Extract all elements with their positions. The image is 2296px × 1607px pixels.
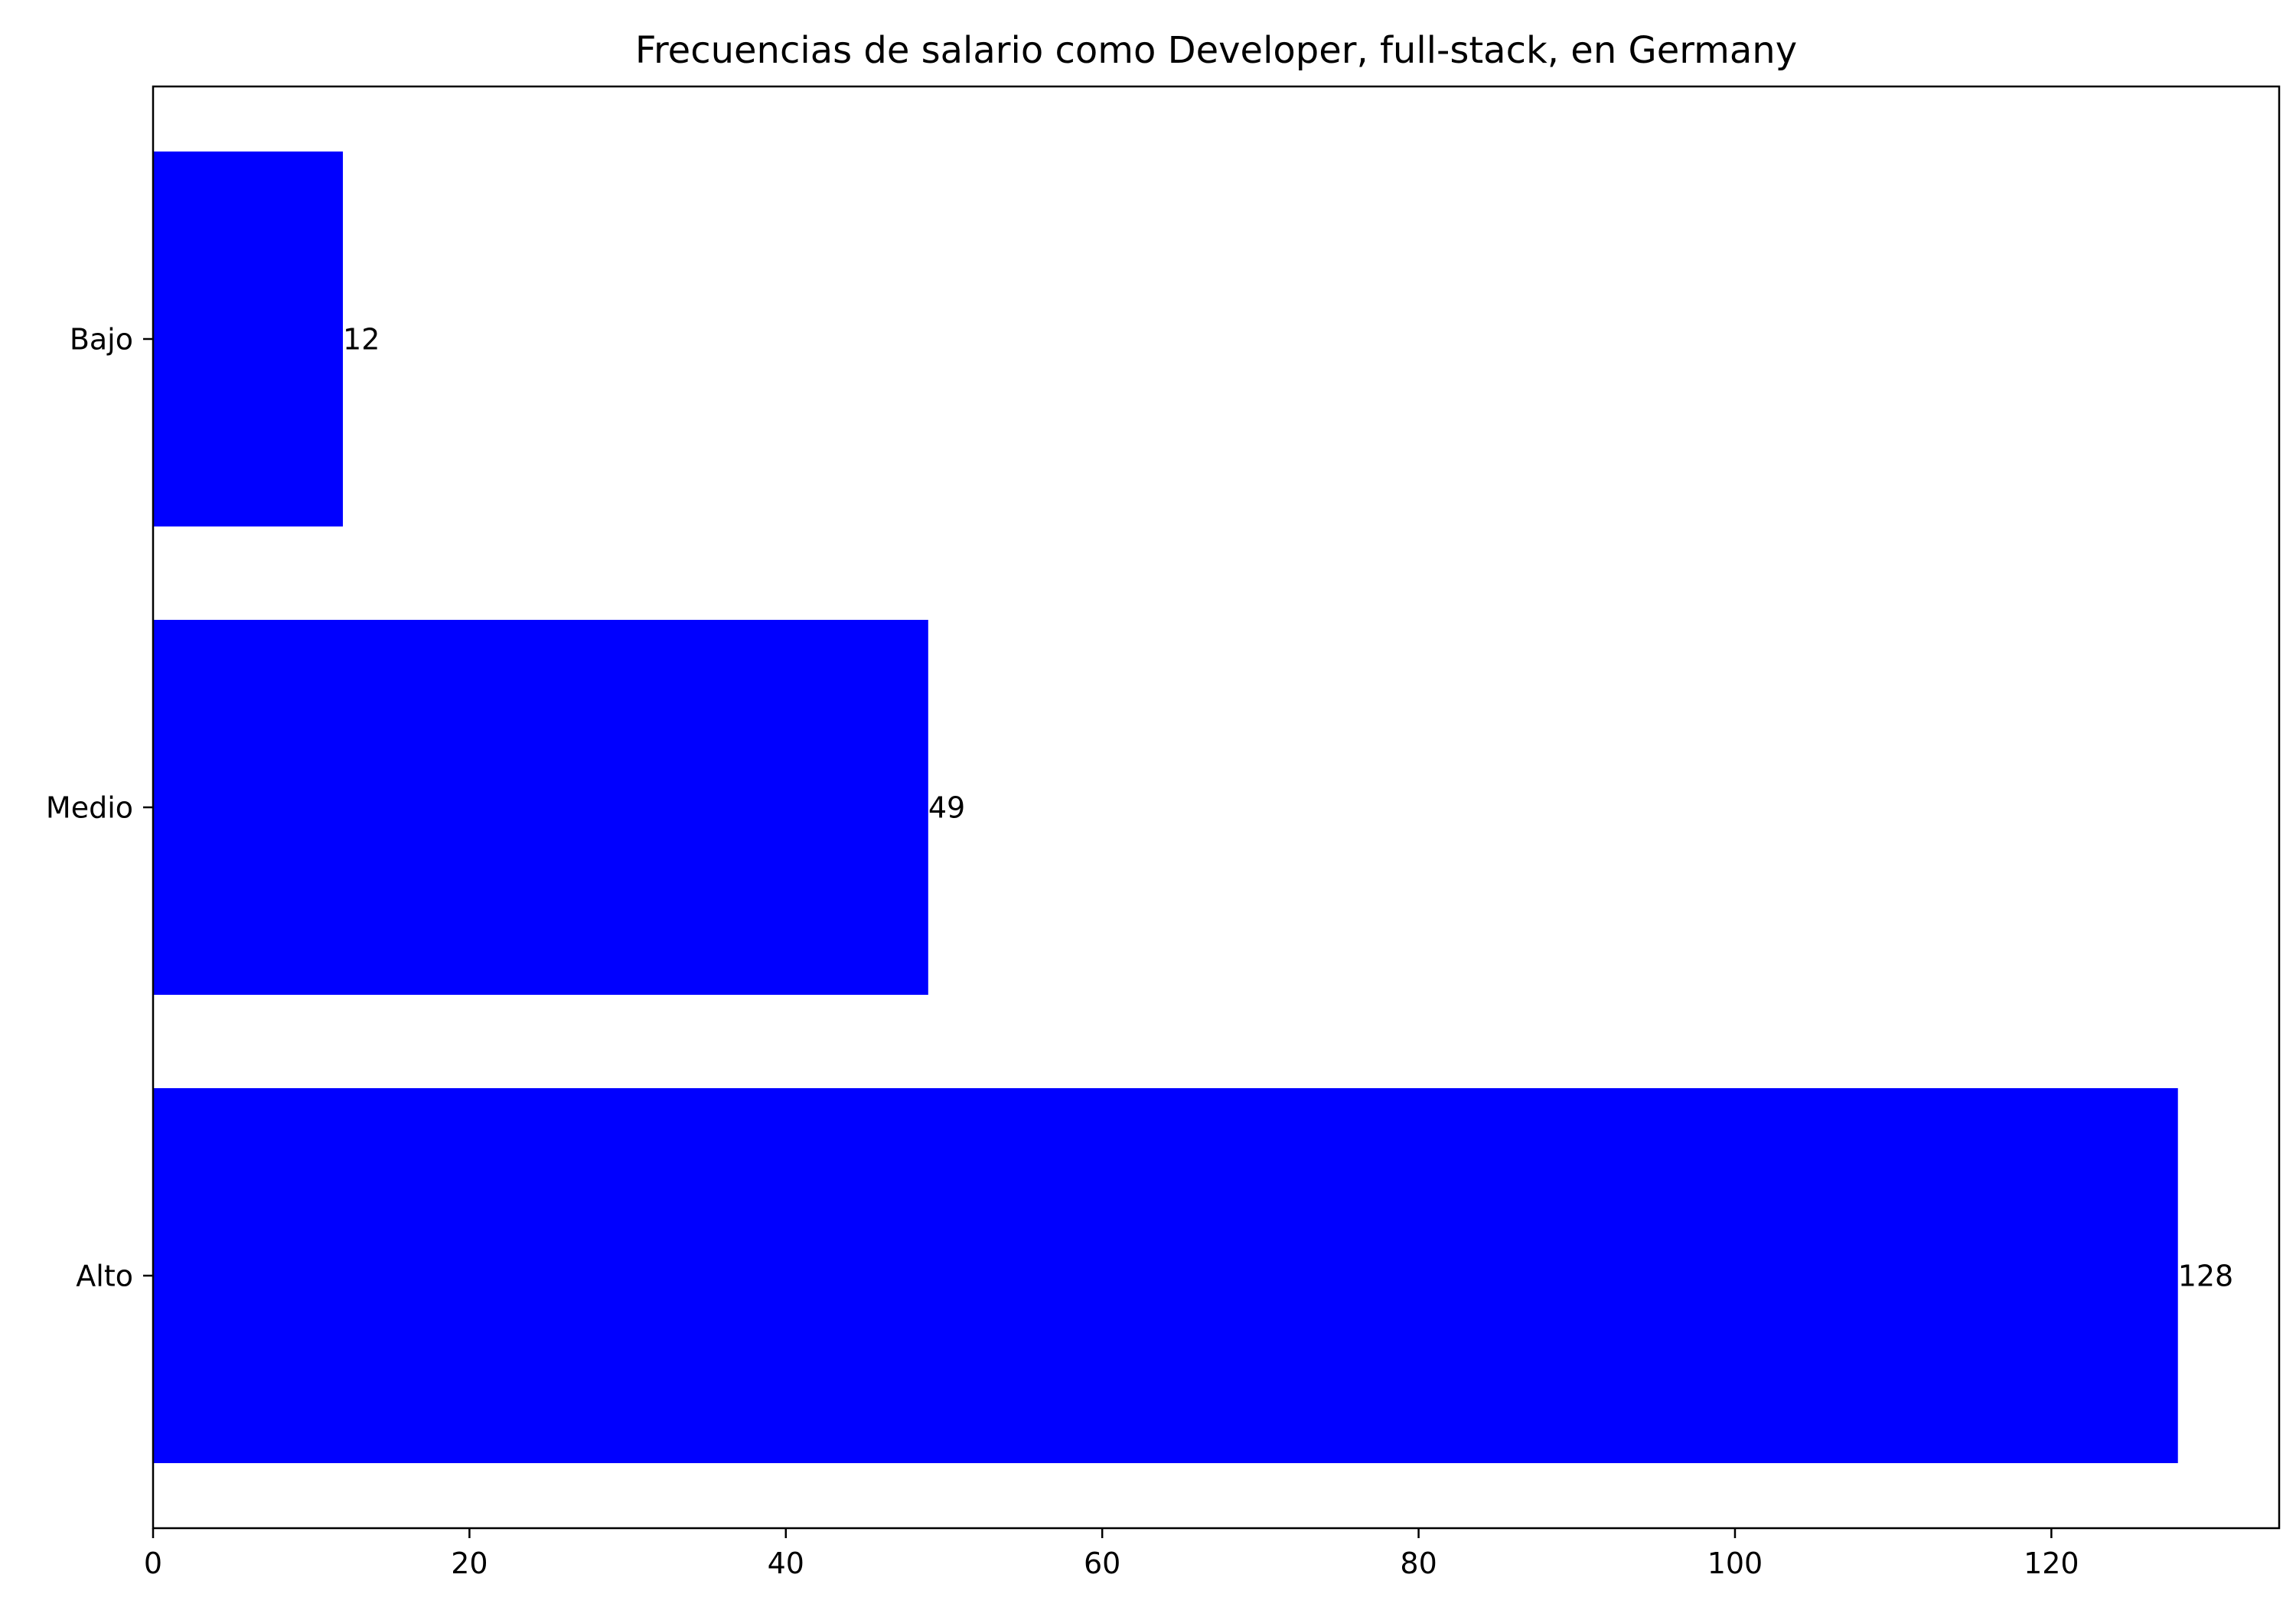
data-label-alto: 128 (2178, 1259, 2234, 1292)
y-axis: Alto Medio Bajo (46, 322, 153, 1292)
x-axis: 0 20 40 60 80 100 120 (144, 1528, 2079, 1580)
x-tick-label-100: 100 (1707, 1547, 1763, 1580)
bar-medio (153, 620, 928, 995)
data-label-medio: 49 (928, 790, 965, 824)
bar-alto (153, 1088, 2178, 1463)
y-tick-label-bajo: Bajo (70, 322, 133, 356)
x-tick-label-120: 120 (2024, 1547, 2079, 1580)
x-tick-label-0: 0 (144, 1547, 162, 1580)
x-tick-label-40: 40 (768, 1547, 804, 1580)
x-tick-label-80: 80 (1400, 1547, 1437, 1580)
bar-bajo (153, 152, 344, 526)
y-tick-label-alto: Alto (76, 1259, 133, 1292)
x-tick-label-60: 60 (1084, 1547, 1120, 1580)
data-labels-layer: 128 49 12 (343, 322, 2233, 1292)
plot-frame (152, 85, 2281, 1530)
x-tick-label-20: 20 (451, 1547, 488, 1580)
data-label-bajo: 12 (343, 322, 380, 356)
bars-layer (153, 152, 2178, 1463)
chart-title: Frecuencias de salario como Developer, f… (635, 29, 1797, 72)
y-tick-label-medio: Medio (46, 790, 133, 824)
